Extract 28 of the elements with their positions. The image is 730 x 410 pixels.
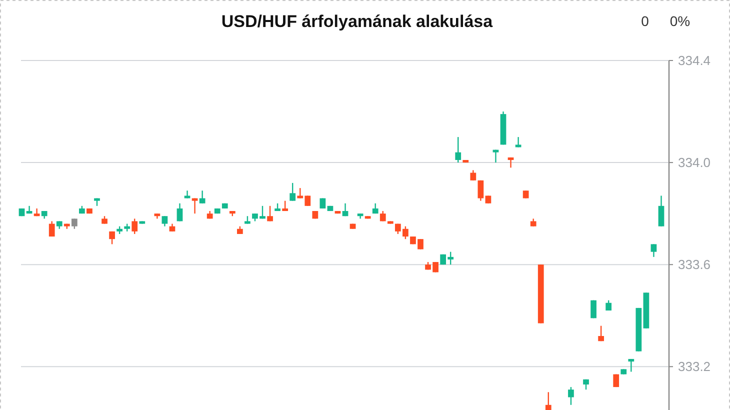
candlestick xyxy=(267,205,273,222)
candlestick xyxy=(192,198,198,214)
candlestick xyxy=(455,136,462,164)
candlestick xyxy=(162,216,168,227)
candlestick xyxy=(71,218,78,230)
y-tick-label: 333.2 xyxy=(678,359,711,374)
text: 0% xyxy=(670,13,690,29)
candlestick xyxy=(492,149,499,164)
candlestick xyxy=(176,202,183,222)
chart-title: USD/HUF árfolyamának alakulása xyxy=(221,12,494,31)
y-tick-label: 334.4 xyxy=(678,53,711,68)
candlestick xyxy=(650,244,657,258)
candlestick xyxy=(598,325,604,342)
candlestick xyxy=(478,180,484,202)
candlestick xyxy=(199,190,206,204)
text: 0 xyxy=(641,13,650,29)
y-tick-label: 333.6 xyxy=(678,257,711,272)
candlestick xyxy=(568,386,574,406)
y-tick-label: 334.0 xyxy=(678,155,711,170)
candlestick xyxy=(658,195,664,227)
candlestick xyxy=(109,230,115,245)
candlestick xyxy=(132,218,138,235)
candlestick xyxy=(545,392,552,410)
candlestick xyxy=(628,358,634,372)
candlestick xyxy=(48,220,55,238)
candlestick xyxy=(290,182,296,202)
candlestick xyxy=(470,170,476,181)
candlestick xyxy=(342,202,348,217)
